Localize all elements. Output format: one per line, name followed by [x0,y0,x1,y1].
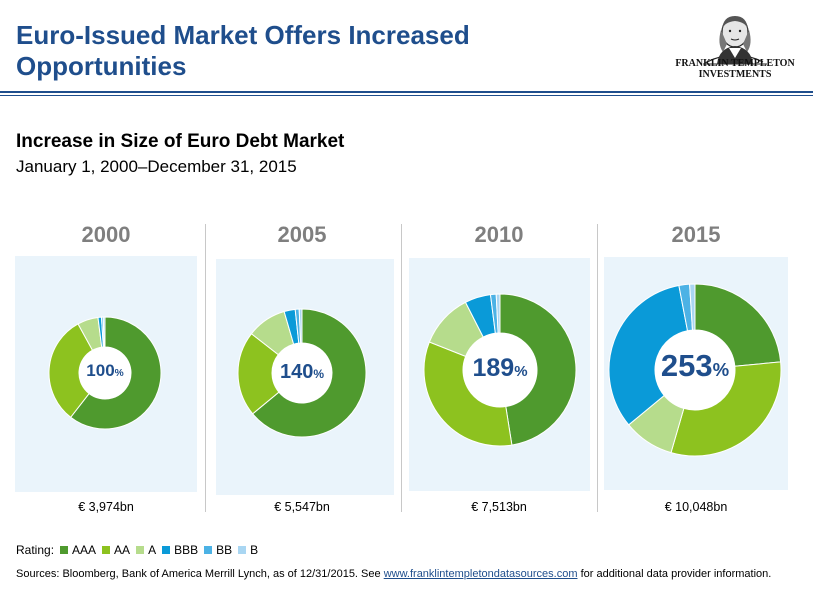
column-divider [597,224,598,512]
page-title: Euro-Issued Market Offers Increased Oppo… [16,20,470,82]
year-label-2005: 2005 [277,222,327,247]
center-number: 140 [279,361,314,383]
legend-text: A [148,543,157,557]
column-divider [401,224,402,512]
sources-note: Sources: Bloomberg, Bank of America Merr… [16,568,771,580]
donut-hole-2005 [272,343,332,403]
center-unit: % [114,368,124,379]
center-number: 189 [472,354,515,382]
year-label-2015: 2015 [671,222,721,247]
chart-date-range: January 1, 2000–December 31, 2015 [16,157,297,176]
header-rule [0,91,813,93]
center-unit: % [514,363,528,380]
donut-hole-2010 [463,333,537,407]
sources-prefix: Sources: Bloomberg, Bank of America Merr… [16,568,381,580]
legend-swatch [136,546,145,554]
legend-text: AAA [72,543,97,557]
center-number: 253 [660,348,713,383]
year-label-2010: 2010 [474,222,524,247]
market-size-2005: € 5,547bn [274,500,330,514]
legend-swatch [238,546,247,554]
logo-text-line1: FRANKLIN TEMPLETON [675,58,795,69]
franklin-templeton-logo: FRANKLIN TEMPLETON INVESTMENTS [667,8,803,92]
legend-item-a: A [136,543,156,557]
market-size-2010: € 7,513bn [471,500,527,514]
franklin-portrait-icon [703,16,767,65]
legend-swatch [162,546,171,554]
legend-text: BB [216,543,233,557]
donut-hole-2000 [79,347,131,399]
chart-title: Increase in Size of Euro Debt Market [16,131,345,152]
legend-text: AA [114,543,131,557]
market-size-2015: € 10,048bn [664,500,728,514]
column-divider [205,224,206,512]
legend-item-aaa: AAA [60,543,96,557]
sources-suffix: for additional data provider information… [580,568,772,580]
center-unit: % [313,367,325,381]
page-title-line1: Euro-Issued Market Offers Increased [16,20,470,50]
legend-text: BBB [174,543,199,557]
center-unit: % [712,359,730,380]
legend-item-b: B [238,543,258,557]
rating-legend: Rating: AAA AA A BBB BB B [16,543,258,557]
data-sources-link[interactable]: www.franklintempletondatasources.com [383,568,578,580]
header-rule-thin [0,95,813,96]
legend-item-bbb: BBB [162,543,198,557]
legend-label: Rating: [16,543,55,557]
center-number: 100 [86,361,115,380]
legend-swatch [204,546,213,554]
legend-item-bb: BB [204,543,232,557]
logo-text-line2: INVESTMENTS [698,69,772,80]
center-label-2015: 253% [643,348,747,384]
year-label-2000: 2000 [81,222,131,247]
legend-swatch [102,546,111,554]
legend-swatch [60,546,69,554]
center-label-2010: 189% [450,354,550,383]
center-label-2000: 100% [65,361,145,381]
donut-hole-2015 [655,330,735,410]
slice-2005-aaa [251,308,367,438]
page-title-line2: Opportunities [16,51,187,81]
market-size-2000: € 3,974bn [78,500,134,514]
legend-item-aa: AA [102,543,130,557]
center-label-2005: 140% [262,361,342,384]
legend-text: B [250,543,259,557]
